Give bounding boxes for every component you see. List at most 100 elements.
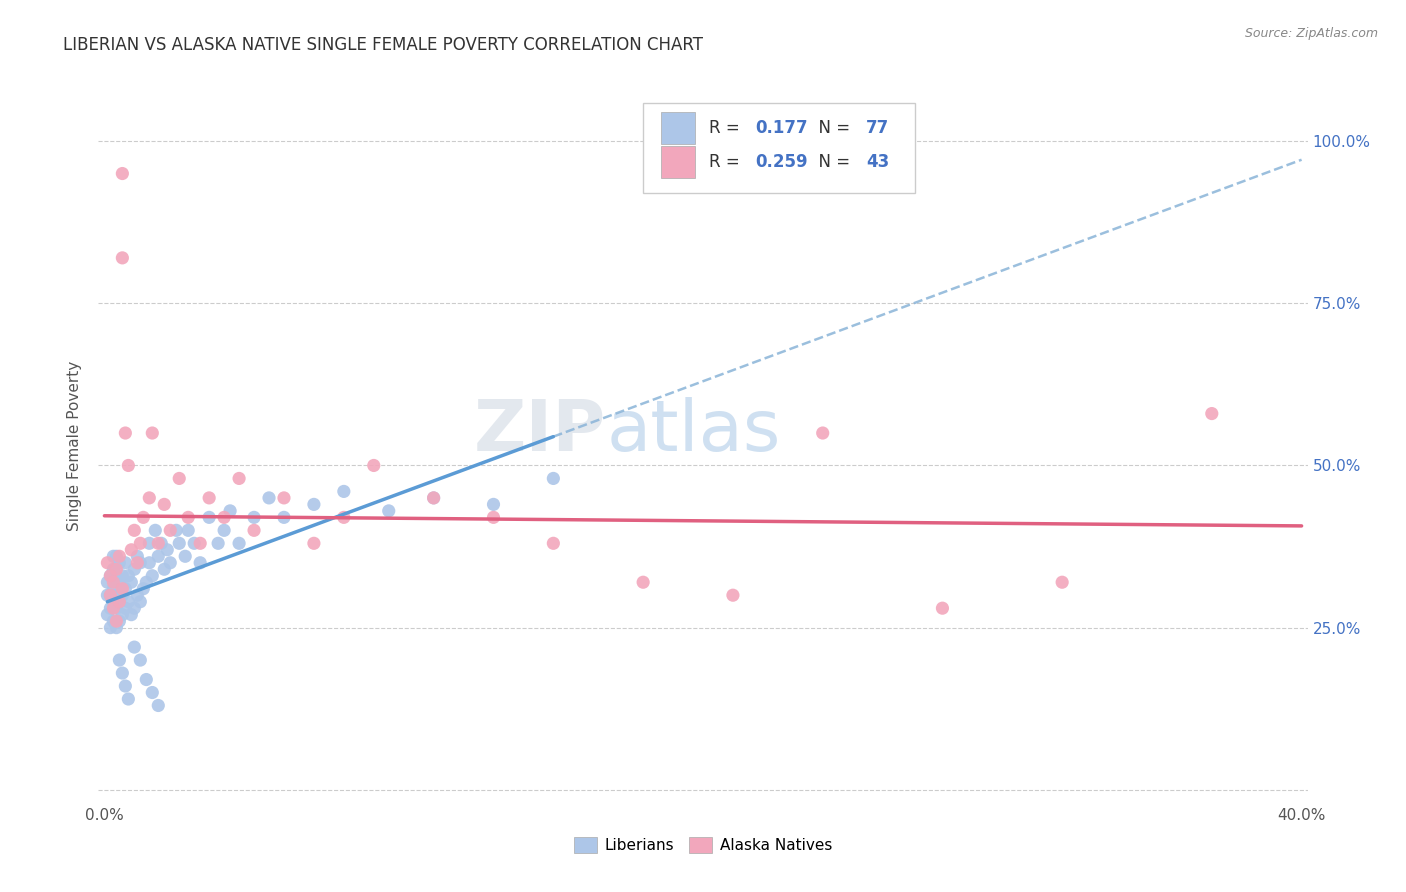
Point [111, 588, 134, 602]
Point [153, 562, 176, 576]
Point [188, 556, 211, 570]
Point [108, 556, 131, 570]
Y-axis label: Single Female Poverty: Single Female Poverty [67, 361, 83, 531]
Point [243, 524, 266, 538]
Text: LIBERIAN VS ALASKA NATIVE SINGLE FEMALE POVERTY CORRELATION CHART: LIBERIAN VS ALASKA NATIVE SINGLE FEMALE … [63, 36, 703, 54]
Point [1050, 575, 1073, 590]
Point [108, 595, 131, 609]
Point [105, 621, 128, 635]
Point [156, 542, 179, 557]
Point [148, 549, 170, 564]
Point [257, 491, 280, 505]
Point [135, 673, 157, 687]
Point [138, 556, 160, 570]
Point [114, 425, 136, 440]
Point [105, 588, 128, 602]
Point [111, 251, 134, 265]
Point [138, 491, 160, 505]
Point [105, 601, 128, 615]
Point [302, 497, 325, 511]
Point [100, 568, 122, 582]
Point [108, 575, 131, 590]
Point [1201, 407, 1223, 421]
Point [103, 601, 125, 615]
Point [148, 536, 170, 550]
Point [111, 666, 134, 681]
Point [207, 536, 229, 550]
Point [103, 595, 125, 609]
Point [96, 588, 118, 602]
Point [120, 542, 142, 557]
Point [124, 601, 146, 615]
Point [159, 556, 181, 570]
Point [105, 614, 128, 628]
Point [141, 685, 163, 699]
Point [273, 510, 295, 524]
Point [100, 601, 122, 615]
Point [132, 582, 155, 596]
Text: 43: 43 [866, 153, 890, 171]
Point [108, 653, 131, 667]
Point [148, 698, 170, 713]
Point [111, 607, 134, 622]
Point [120, 607, 142, 622]
Point [117, 568, 139, 582]
Point [165, 524, 187, 538]
Text: ZIP: ZIP [474, 397, 606, 467]
Point [129, 536, 152, 550]
Point [482, 497, 505, 511]
Point [114, 601, 136, 615]
Point [103, 614, 125, 628]
Point [103, 549, 125, 564]
Text: 0.177: 0.177 [755, 120, 807, 137]
Point [100, 588, 122, 602]
Point [135, 575, 157, 590]
Point [105, 568, 128, 582]
Point [931, 601, 953, 615]
Point [141, 425, 163, 440]
Point [198, 491, 221, 505]
Point [127, 588, 149, 602]
Point [212, 510, 235, 524]
Point [482, 510, 505, 524]
Point [111, 167, 134, 181]
Legend: Liberians, Alaska Natives: Liberians, Alaska Natives [568, 831, 838, 859]
Point [103, 582, 125, 596]
Point [96, 575, 118, 590]
Point [167, 471, 190, 485]
Point [127, 549, 149, 564]
Point [302, 536, 325, 550]
FancyBboxPatch shape [643, 103, 915, 193]
Point [198, 510, 221, 524]
Point [212, 524, 235, 538]
Point [100, 588, 122, 602]
Point [100, 621, 122, 635]
Point [183, 536, 205, 550]
Bar [661, 112, 695, 145]
Point [127, 556, 149, 570]
Point [105, 562, 128, 576]
Point [153, 497, 176, 511]
Point [543, 471, 565, 485]
Bar [661, 146, 695, 178]
Point [100, 568, 122, 582]
Point [108, 614, 131, 628]
Point [273, 491, 295, 505]
Text: atlas: atlas [606, 397, 780, 467]
Point [422, 491, 444, 505]
Text: 77: 77 [866, 120, 890, 137]
Text: R =: R = [709, 153, 745, 171]
Point [129, 595, 152, 609]
Point [631, 575, 654, 590]
Point [177, 524, 200, 538]
Point [96, 607, 118, 622]
Point [138, 536, 160, 550]
Text: N =: N = [808, 153, 856, 171]
Point [150, 536, 173, 550]
Point [117, 458, 139, 473]
Point [120, 575, 142, 590]
Point [333, 510, 356, 524]
Point [143, 524, 166, 538]
Point [103, 562, 125, 576]
Point [105, 549, 128, 564]
